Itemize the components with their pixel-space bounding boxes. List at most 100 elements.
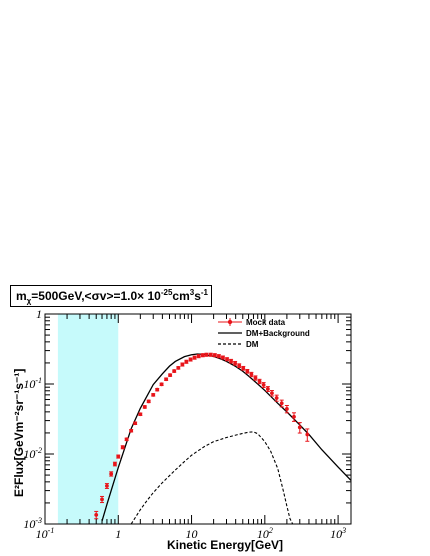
shaded-region	[57, 314, 119, 524]
y-tick-label: 1	[36, 307, 42, 321]
y-tick-label: 10-3	[23, 516, 42, 531]
data-marker	[216, 354, 221, 359]
legend-label: DM+Background	[246, 329, 310, 338]
mock-data-point	[200, 353, 205, 358]
data-marker	[279, 401, 284, 406]
mock-data-point	[204, 352, 209, 357]
mock-data-point	[212, 353, 217, 358]
mock-data-point	[142, 405, 147, 409]
mock-data-point	[216, 354, 221, 359]
mock-data-point	[164, 377, 169, 382]
mock-data-point	[220, 355, 225, 360]
mock-data-point	[291, 412, 296, 422]
data-marker	[196, 354, 201, 359]
data-marker	[204, 352, 209, 357]
mock-data-point	[133, 421, 138, 426]
x-tick-label: 10-1	[36, 526, 55, 541]
data-marker	[142, 405, 147, 409]
legend-entry: Mock data	[218, 318, 286, 327]
data-marker	[233, 361, 238, 366]
mock-data-point	[305, 428, 310, 442]
mock-data-point	[253, 375, 258, 381]
chart-title: mχ=500GeV,<σv>=1.0× 10-25cm3s-1	[16, 288, 209, 306]
legend-entry: DM+Background	[218, 329, 310, 338]
data-marker	[105, 484, 109, 488]
legend-label: Mock data	[246, 318, 286, 327]
mock-data-point	[176, 365, 181, 370]
mock-data-point	[188, 357, 193, 362]
data-marker	[120, 445, 125, 450]
data-marker	[305, 432, 310, 437]
legend-entry: DM	[218, 340, 259, 349]
mock-data-point	[196, 354, 201, 359]
data-marker	[192, 355, 197, 360]
mock-data-point	[104, 483, 109, 489]
mock-data-point	[159, 382, 164, 387]
data-marker	[176, 365, 181, 370]
plot-frame	[44, 313, 352, 525]
data-marker	[180, 362, 185, 367]
series-line-dm	[130, 431, 294, 524]
mock-data-point	[180, 362, 185, 367]
x-tick-label: 10	[186, 527, 198, 541]
data-marker	[237, 363, 242, 368]
data-marker	[155, 387, 160, 392]
mock-data-point	[168, 373, 173, 378]
mock-data-point	[112, 461, 117, 467]
data-marker	[100, 497, 104, 502]
data-marker	[188, 357, 193, 362]
mock-data-point	[138, 412, 143, 417]
legend-label: DM	[246, 340, 259, 349]
data-marker	[146, 399, 151, 404]
mock-data-point	[274, 394, 279, 402]
mock-data-point	[146, 399, 151, 404]
data-marker	[261, 383, 266, 387]
mock-data-point	[284, 405, 289, 414]
data-marker	[249, 372, 254, 377]
mock-data-point	[269, 390, 274, 397]
data-marker	[245, 369, 250, 374]
data-marker	[124, 437, 129, 442]
data-marker	[94, 512, 99, 517]
data-marker	[138, 412, 143, 417]
mock-data-point	[237, 363, 242, 369]
title-box	[10, 285, 212, 307]
x-tick-label: 103	[330, 526, 346, 541]
y-axis-label: E²Flux[GeVm⁻²sr⁻¹s⁻¹]	[12, 369, 26, 497]
data-marker	[133, 421, 138, 426]
data-marker	[113, 462, 117, 466]
data-marker	[292, 414, 296, 419]
data-marker	[159, 382, 164, 387]
mock-data-point	[120, 445, 125, 450]
x-tick-label: 1	[115, 527, 121, 541]
data-marker	[168, 373, 173, 378]
data-marker	[270, 391, 274, 396]
mock-data-point	[172, 369, 177, 373]
data-marker	[265, 387, 270, 391]
data-marker	[151, 392, 156, 397]
mock-data-point	[184, 359, 189, 364]
data-marker	[164, 377, 169, 382]
data-marker	[116, 454, 121, 459]
y-tick-label: 10-2	[23, 446, 42, 461]
data-marker	[109, 471, 114, 476]
data-marker	[253, 376, 258, 380]
mock-data-point	[249, 371, 254, 378]
mock-data-point	[124, 437, 129, 442]
mock-data-point	[116, 454, 121, 459]
data-marker	[225, 357, 229, 362]
x-tick-label: 102	[257, 526, 273, 541]
data-marker	[208, 352, 213, 357]
mock-data-point	[192, 355, 197, 360]
mock-data-point	[257, 378, 262, 385]
data-marker	[274, 396, 279, 400]
mock-data-point	[129, 428, 134, 433]
mock-data-point	[109, 471, 114, 477]
mock-data-point	[261, 382, 266, 388]
data-marker	[172, 369, 177, 373]
mock-data-point	[94, 510, 99, 520]
data-marker	[200, 353, 205, 358]
data-marker	[241, 366, 246, 371]
data-marker	[257, 379, 262, 384]
